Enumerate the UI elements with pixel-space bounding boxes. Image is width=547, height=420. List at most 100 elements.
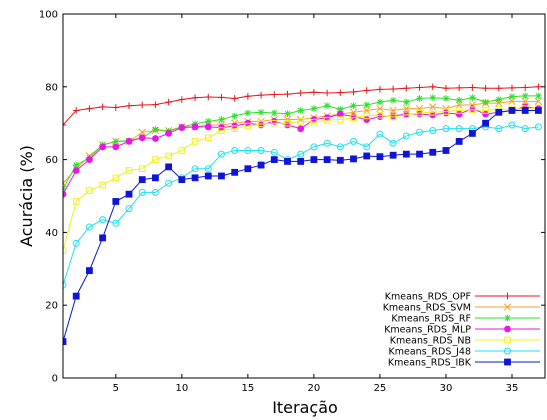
data-point [482, 84, 489, 92]
data-point [495, 99, 503, 107]
data-point [310, 156, 318, 164]
data-point [165, 98, 172, 106]
data-point [350, 102, 357, 110]
data-point [244, 165, 252, 173]
series-line [63, 124, 539, 286]
x-tick-label: 10 [175, 383, 188, 394]
data-point [86, 156, 93, 164]
data-point [191, 94, 199, 102]
data-point [363, 87, 371, 94]
data-point [63, 190, 67, 198]
data-point [165, 179, 173, 187]
legend-item: Kmeans_RDS_J48 [389, 347, 540, 358]
data-point [257, 147, 265, 154]
data-point [403, 111, 410, 119]
data-point [442, 125, 450, 133]
data-point [429, 94, 437, 102]
data-point [244, 92, 252, 100]
data-point [429, 148, 437, 156]
data-point [218, 116, 225, 123]
data-point [297, 150, 305, 158]
data-point [337, 116, 344, 123]
data-point [112, 219, 120, 227]
data-point [376, 111, 384, 119]
x-tick-label: 25 [374, 383, 387, 394]
data-point [403, 84, 410, 92]
data-point [416, 84, 423, 91]
data-point [521, 92, 529, 100]
series-kmeans-rds-ibk [63, 107, 542, 346]
legend-label: Kmeans_RDS_SVM [383, 303, 471, 314]
data-point [363, 143, 371, 151]
legend-marker [504, 292, 511, 300]
data-point [376, 98, 384, 106]
data-point [72, 161, 80, 169]
data-point [495, 96, 503, 103]
series-layer [63, 83, 543, 346]
data-point [323, 156, 331, 164]
data-point [495, 84, 503, 92]
data-point [376, 153, 384, 161]
data-point [231, 125, 238, 132]
data-point [284, 158, 291, 165]
data-point [152, 101, 159, 108]
data-point [508, 84, 516, 92]
series-kmeans-rds-j48 [63, 121, 542, 289]
data-point [323, 139, 331, 147]
data-point [99, 103, 106, 111]
data-point [138, 188, 146, 196]
data-point [310, 105, 318, 112]
data-point [482, 110, 489, 118]
data-point [178, 124, 186, 131]
data-point [482, 107, 489, 114]
data-point [468, 129, 476, 137]
data-point [284, 90, 291, 98]
data-point [455, 96, 463, 104]
data-point [534, 97, 543, 106]
data-point [297, 89, 304, 97]
data-point [389, 139, 397, 147]
data-point [231, 112, 238, 120]
data-point [323, 116, 331, 124]
data-point [244, 147, 252, 154]
y-tick-label: 100 [39, 10, 58, 21]
data-point [416, 128, 424, 136]
data-point [495, 108, 503, 116]
data-point [455, 84, 463, 92]
data-point [72, 167, 80, 174]
legend-label: Kmeans_RDS_OPF [385, 292, 471, 303]
data-point [442, 108, 450, 115]
data-point [138, 176, 146, 184]
data-point [469, 84, 476, 91]
series-kmeans-rds-opf [63, 83, 542, 129]
data-point [402, 104, 410, 113]
data-point [125, 137, 133, 145]
data-point [337, 106, 344, 113]
data-point [138, 165, 146, 172]
data-point [165, 152, 172, 160]
data-point [363, 101, 371, 109]
data-point [350, 155, 357, 163]
data-point [191, 138, 199, 145]
data-point [138, 134, 146, 142]
legend-label: Kmeans_RDS_NB [390, 336, 471, 347]
data-point [469, 106, 476, 114]
data-point [283, 115, 292, 124]
data-point [508, 107, 516, 114]
y-tick-label: 20 [45, 301, 58, 312]
data-point [125, 205, 133, 213]
data-point [86, 105, 93, 112]
data-point [152, 126, 159, 133]
data-point [521, 107, 529, 114]
legend-label: Kmeans_RDS_IBK [388, 358, 472, 369]
data-point [270, 91, 278, 98]
data-point [508, 93, 516, 100]
data-point [244, 109, 252, 117]
data-point [389, 106, 397, 115]
data-point [508, 121, 516, 129]
data-point [257, 91, 265, 99]
y-tick-label: 80 [45, 82, 58, 93]
legend-marker [504, 347, 511, 355]
legend-marker [504, 325, 511, 333]
data-point [415, 104, 424, 113]
